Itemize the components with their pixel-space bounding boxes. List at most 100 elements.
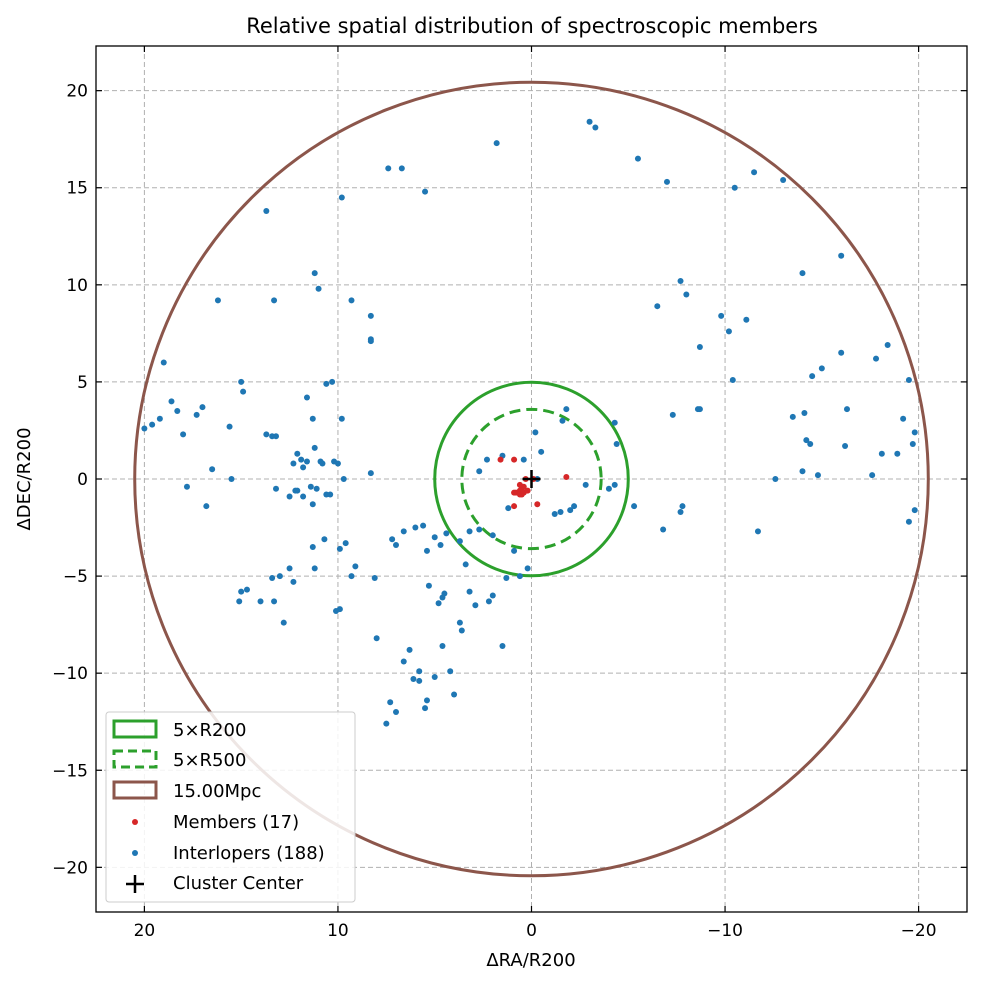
interloper-point (551, 510, 558, 517)
interloper-point (422, 705, 429, 712)
member-point (534, 501, 541, 508)
x-tick-label: 10 (327, 921, 349, 941)
interloper-point (420, 522, 427, 529)
interloper-point (743, 316, 750, 323)
interloper-point (654, 303, 661, 310)
legend: 5×R200 5×R500 15.00Mpc Members (17) Inte… (105, 711, 356, 903)
member-point (497, 456, 504, 463)
interloper-point (485, 598, 492, 605)
interloper-point (483, 456, 490, 463)
interloper-point (894, 450, 901, 457)
interloper-point (156, 415, 163, 422)
interloper-point (348, 297, 355, 304)
x-tick-label: 0 (526, 921, 537, 941)
interloper-point (592, 124, 599, 131)
interloper-point (338, 415, 345, 422)
interloper-point (309, 543, 316, 550)
legend-label-center: Cluster Center (173, 873, 304, 894)
interloper-point (367, 470, 374, 477)
y-tick-label: −5 (63, 567, 88, 587)
interloper-point (323, 380, 330, 387)
interloper-point (406, 646, 413, 653)
interloper-point (799, 468, 806, 475)
interloper-point (751, 169, 758, 176)
y-tick-label: −15 (52, 761, 88, 781)
interloper-point (466, 528, 473, 535)
interloper-point (303, 394, 310, 401)
interloper-point (290, 578, 297, 585)
interloper-point (807, 441, 814, 448)
interloper-point (878, 450, 885, 457)
interloper-point (439, 594, 446, 601)
interloper-point (663, 178, 670, 185)
interloper-point (174, 408, 181, 415)
interloper-point (329, 378, 336, 385)
interloper-point (298, 456, 305, 463)
interloper-point (563, 406, 570, 413)
interloper-point (451, 691, 458, 698)
interloper-point (873, 355, 880, 362)
interloper-point (567, 507, 574, 514)
interloper-point (367, 338, 374, 345)
interloper-point (209, 466, 216, 473)
interloper-point (677, 277, 684, 284)
y-tick-label: 5 (77, 373, 88, 393)
interloper-point (516, 573, 523, 580)
circles-layer (133, 80, 930, 878)
interloper-point (818, 365, 825, 372)
interloper-point (307, 483, 314, 490)
interloper-point (814, 472, 821, 479)
member-point (511, 456, 518, 463)
legend-marker-members (132, 819, 138, 825)
interloper-point (493, 140, 500, 147)
interloper-point (400, 658, 407, 665)
interloper-point (472, 602, 479, 609)
interloper-point (660, 526, 667, 533)
interloper-point (336, 545, 343, 552)
interloper-point (412, 524, 419, 531)
legend-swatch-mpc (112, 780, 158, 800)
y-axis-ticks: 20 15 10 5 0 −5 −10 −15 −20 (52, 82, 967, 878)
interloper-point (193, 411, 200, 418)
x-axis-label: ΔRA/R200 (486, 950, 575, 971)
interloper-point (425, 582, 432, 589)
legend-swatch-r500 (112, 749, 158, 769)
y-tick-label: 15 (66, 179, 88, 199)
interloper-point (303, 458, 310, 465)
interloper-point (238, 588, 245, 595)
interloper-point (290, 460, 297, 467)
interloper-point (269, 575, 276, 582)
legend-label-r200: 5×R200 (173, 720, 246, 741)
interloper-point (243, 586, 250, 593)
circle-5-r500 (460, 407, 603, 551)
interloper-point (466, 588, 473, 595)
interloper-point (309, 501, 316, 508)
interloper-point (911, 507, 918, 514)
interloper-point (276, 573, 283, 580)
interloper-point (416, 668, 423, 675)
member-point (524, 487, 531, 494)
interloper-point (385, 165, 392, 172)
interloper-point (393, 709, 400, 716)
interloper-point (677, 509, 684, 516)
legend-marker-center (126, 875, 144, 893)
y-tick-label: 10 (66, 276, 88, 296)
interloper-point (319, 460, 326, 467)
interloper-point (476, 526, 483, 533)
circle-5-r200 (433, 380, 630, 578)
x-tick-label: −20 (901, 921, 937, 941)
interloper-point (754, 528, 761, 535)
y-tick-label: 0 (77, 470, 88, 490)
interloper-point (809, 373, 816, 380)
y-tick-label: −10 (52, 664, 88, 684)
interloper-point (462, 561, 469, 568)
x-tick-label: −10 (707, 921, 743, 941)
interloper-point (334, 460, 341, 467)
interloper-point (300, 493, 307, 500)
interloper-point (447, 668, 454, 675)
interloper-point (838, 349, 845, 356)
interloper-point (571, 503, 578, 510)
legend-label-mpc: 15.00Mpc (173, 781, 261, 802)
interloper-point (321, 536, 328, 543)
